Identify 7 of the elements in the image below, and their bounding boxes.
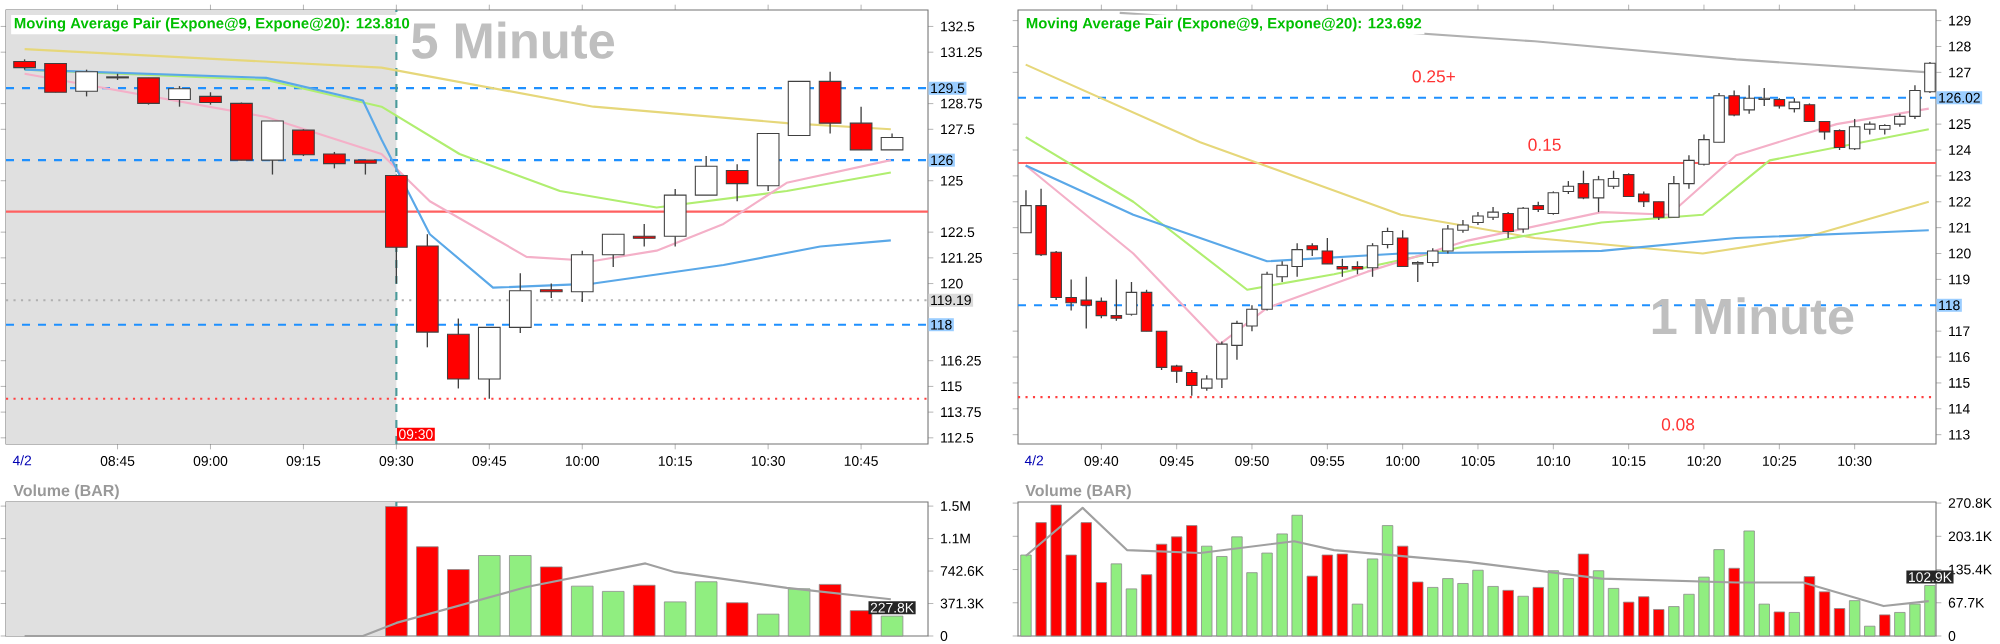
annotation: 0.25+ <box>1412 70 1455 83</box>
chart-title: 5 Minute <box>411 21 615 59</box>
annotation: 0.08 <box>1661 418 1695 431</box>
chart-title: Volume (BAR) <box>1025 484 1131 500</box>
annotation: 0.15 <box>1528 138 1561 151</box>
chart-title: Volume (BAR) <box>13 484 119 500</box>
text: 1 Minute <box>1652 297 1854 335</box>
